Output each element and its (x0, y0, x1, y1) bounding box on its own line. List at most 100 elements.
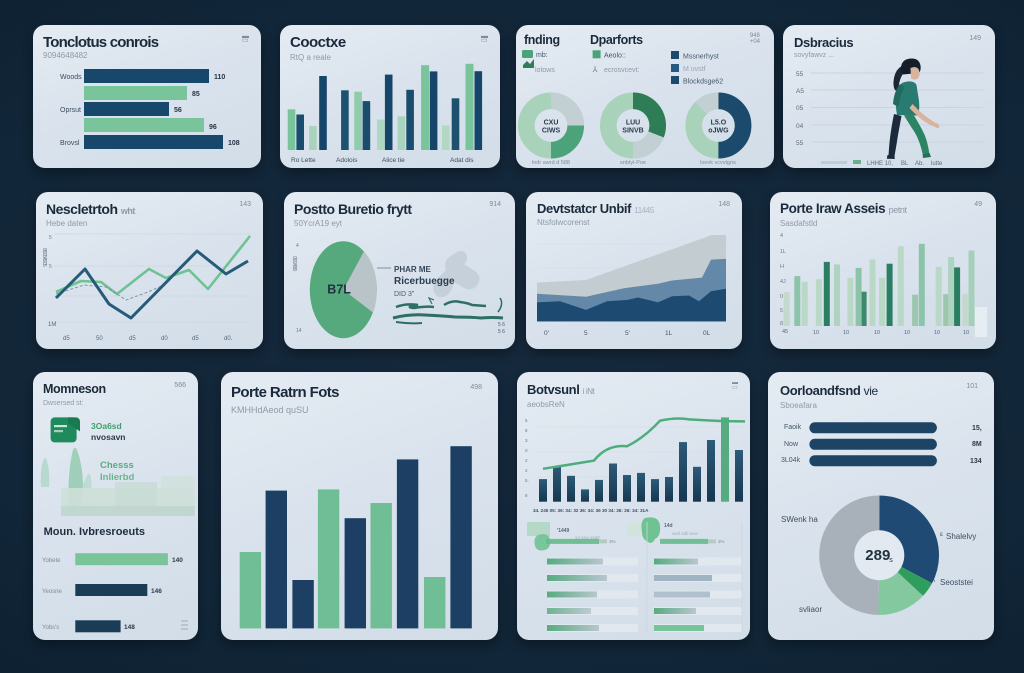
svg-text:Yeosne: Yeosne (42, 589, 62, 595)
svg-text:8: 8 (525, 493, 528, 498)
svg-text:50: 50 (96, 336, 103, 342)
svg-text:M uvstf: M uvstf (683, 66, 706, 73)
svg-text:0: 0 (780, 294, 783, 300)
svg-text:Inlierbd: Inlierbd (100, 472, 135, 483)
svg-text:146: 146 (151, 588, 162, 595)
svg-text:5: 5 (525, 418, 528, 423)
svg-text:8500545005: 8500545005 (41, 248, 47, 267)
svg-text:lotows: lotows (535, 67, 555, 74)
svg-text:Ro Lette: Ro Lette (291, 157, 316, 164)
svg-text:5: 5 (49, 264, 52, 270)
svg-text:3%: 3% (718, 539, 725, 544)
svg-text:0L: 0L (703, 330, 711, 337)
svg-text:0: 0 (525, 448, 528, 453)
svg-text:d5: d5 (192, 336, 199, 342)
svg-text:LHHE 10,: LHHE 10, (867, 161, 893, 167)
svg-text:8M: 8M (972, 441, 982, 448)
svg-text:10: 10 (963, 330, 969, 336)
svg-text:3%: 3% (609, 539, 616, 544)
svg-text:Moun. Ivbresroeuts: Moun. Ivbresroeuts (44, 526, 145, 538)
svg-text:55: 55 (796, 140, 804, 147)
svg-text:148: 148 (124, 624, 135, 631)
svg-text:oJWG: oJWG (708, 128, 729, 135)
svg-text:CIWS: CIWS (542, 128, 561, 135)
svg-text:Yobete: Yobete (42, 558, 61, 564)
svg-text:10: 10 (874, 330, 880, 336)
svg-text:Faoik: Faoik (784, 424, 802, 431)
svg-text:55: 55 (796, 71, 804, 78)
svg-text:Aeolo::: Aeolo:: (604, 53, 626, 60)
svg-text:SWenk ha: SWenk ha (781, 515, 818, 524)
svg-text:lutte: lutte (931, 161, 943, 167)
svg-text:Shalelvy: Shalelvy (946, 532, 976, 541)
svg-text:108: 108 (228, 140, 240, 147)
svg-text:96: 96 (209, 124, 217, 131)
svg-text:B7L: B7L (327, 283, 351, 297)
svg-text:ʹ1449: ʹ1449 (557, 527, 570, 534)
svg-text:45: 45 (782, 329, 788, 335)
svg-text:56: 56 (174, 107, 182, 114)
svg-text:14d: 14d (664, 523, 673, 529)
svg-text:Blockdsge62: Blockdsge62 (683, 79, 723, 86)
svg-text:Alice tie: Alice tie (382, 157, 405, 164)
svg-text:3Oa6sd: 3Oa6sd (91, 421, 122, 431)
svg-text:10: 10 (813, 330, 819, 336)
svg-text:5.: 5. (525, 478, 529, 483)
svg-text:Chesss: Chesss (100, 460, 134, 471)
svg-text:loovk vcvvtgns: loovk vcvvtgns (700, 160, 736, 166)
svg-text:5: 5 (49, 235, 52, 241)
svg-text:H: H (780, 264, 784, 270)
svg-text:d0: d0 (161, 336, 168, 342)
svg-text:4J: 4J (780, 279, 786, 285)
svg-text:Brovsl: Brovsl (60, 140, 80, 147)
svg-text:Ricerbuegge: Ricerbuegge (394, 276, 455, 287)
svg-text:mb:: mb: (536, 52, 548, 59)
svg-text:⅄: ⅄ (592, 65, 598, 74)
svg-text:wsd sd0 asw: wsd sd0 asw (672, 531, 699, 536)
svg-text:CXU: CXU (544, 120, 559, 127)
svg-text:3L04k: 3L04k (781, 457, 801, 464)
svg-text:1L: 1L (780, 249, 786, 255)
svg-text:L5.O: L5.O (711, 120, 727, 127)
svg-text:5: 5 (584, 330, 588, 337)
svg-text:14: 14 (296, 328, 302, 334)
svg-text:10: 10 (934, 330, 940, 336)
svg-text:04: 04 (796, 123, 804, 130)
svg-text:BL: BL (901, 161, 909, 167)
svg-text:s: s (889, 557, 893, 564)
svg-text:05: 05 (796, 105, 804, 112)
svg-text:2: 2 (525, 468, 528, 473)
svg-text:5 6: 5 6 (498, 322, 505, 328)
svg-text:10: 10 (904, 330, 910, 336)
svg-text:snbtyl-Poe: snbtyl-Poe (620, 160, 646, 166)
svg-text:8: 8 (780, 321, 783, 327)
svg-text:Now: Now (784, 441, 799, 448)
svg-text:Adolois: Adolois (336, 157, 358, 164)
svg-text:3: 3 (525, 438, 528, 443)
svg-text:SINVB: SINVB (622, 128, 643, 135)
svg-text:d0.: d0. (224, 336, 233, 342)
svg-text:Oprsut: Oprsut (60, 107, 81, 114)
svg-text:ɛ: ɛ (940, 532, 943, 538)
svg-text:sd ssw asd0: sd ssw asd0 (575, 535, 600, 540)
svg-text:Woods: Woods (60, 74, 82, 81)
svg-text:nvosavn: nvosavn (91, 432, 126, 442)
svg-text:d5: d5 (63, 336, 70, 342)
svg-text:svliaor: svliaor (799, 605, 822, 614)
svg-text:4: 4 (296, 243, 299, 249)
svg-text:289: 289 (865, 547, 890, 564)
svg-text:4: 4 (780, 233, 783, 239)
svg-text:8: 8 (525, 428, 528, 433)
svg-text:15,: 15, (972, 425, 982, 432)
svg-text:34. 245 05: 36: 34: 32 36: 34:: 34. 245 05: 36: 34: 32 36: 34: 36 30 34:… (533, 508, 649, 513)
svg-text:5ʹ: 5ʹ (625, 329, 630, 337)
svg-text:lndr awrd d 588: lndr awrd d 588 (532, 160, 570, 166)
svg-text:A5: A5 (796, 88, 804, 95)
svg-text:Seoststei: Seoststei (940, 578, 973, 587)
svg-text:d5: d5 (129, 336, 136, 342)
svg-text:0ʹ: 0ʹ (544, 329, 549, 337)
svg-text:˄: ˄ (932, 579, 936, 585)
svg-text:PHAR ME: PHAR ME (394, 265, 432, 274)
svg-text:140: 140 (172, 557, 183, 564)
svg-text:1M: 1M (48, 322, 56, 328)
